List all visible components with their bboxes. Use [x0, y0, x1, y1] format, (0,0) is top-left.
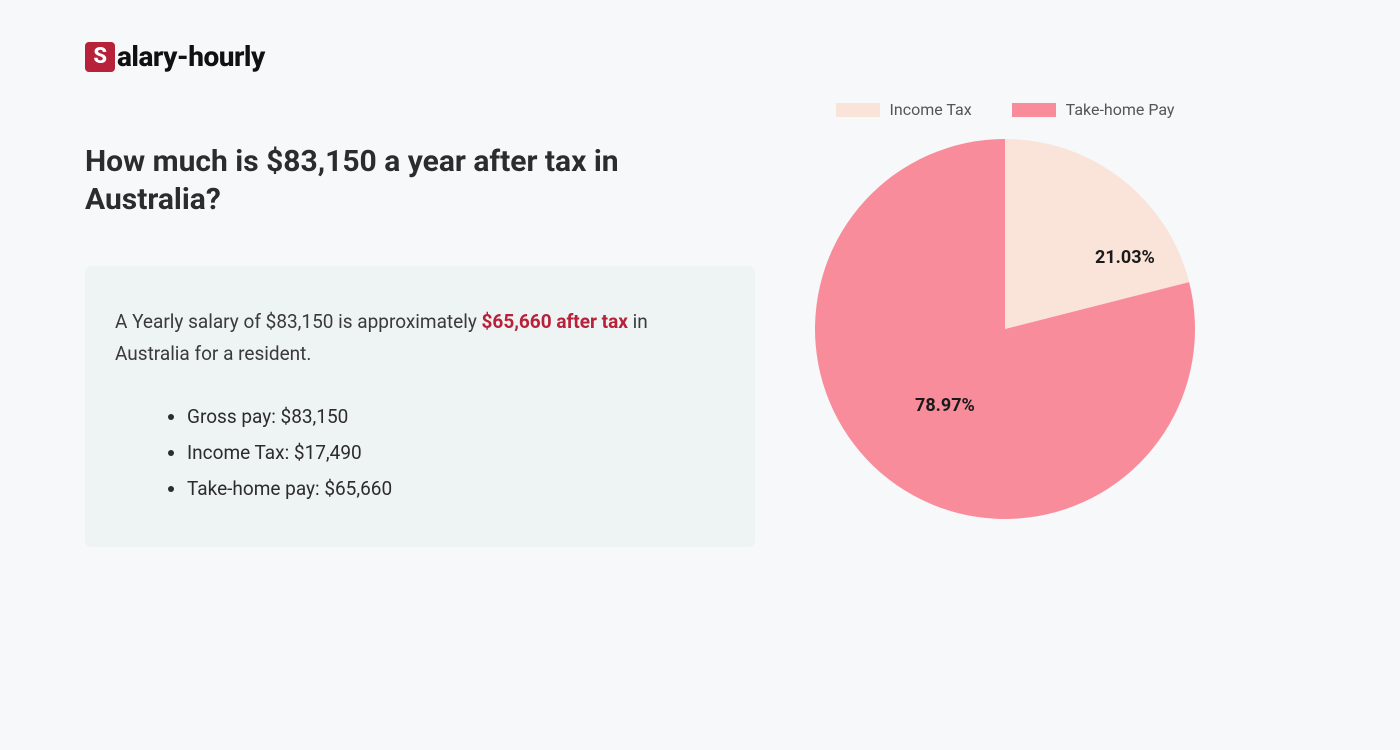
logo-badge-icon: S: [85, 42, 115, 72]
legend-item-take-home: Take-home Pay: [1012, 100, 1175, 119]
legend-label: Income Tax: [890, 100, 972, 119]
page-container: S alary-hourly How much is $83,150 a yea…: [0, 0, 1400, 587]
logo: S alary-hourly: [85, 40, 755, 73]
pie-chart: 21.03% 78.97%: [815, 139, 1195, 519]
summary-prefix: A Yearly salary of $83,150 is approximat…: [115, 310, 482, 333]
list-item: Take-home pay: $65,660: [187, 471, 725, 507]
list-item: Income Tax: $17,490: [187, 435, 725, 471]
page-title: How much is $83,150 a year after tax in …: [85, 143, 755, 218]
legend-item-income-tax: Income Tax: [836, 100, 972, 119]
list-item: Gross pay: $83,150: [187, 399, 725, 435]
left-column: S alary-hourly How much is $83,150 a yea…: [85, 40, 755, 547]
chart-legend: Income Tax Take-home Pay: [815, 100, 1195, 119]
pie-label-take-home: 78.97%: [915, 395, 975, 416]
right-column: Income Tax Take-home Pay 21.03% 78.97%: [815, 40, 1195, 547]
summary-box: A Yearly salary of $83,150 is approximat…: [85, 266, 755, 547]
legend-label: Take-home Pay: [1066, 100, 1175, 119]
bullet-list: Gross pay: $83,150 Income Tax: $17,490 T…: [115, 399, 725, 507]
summary-highlight: $65,660 after tax: [482, 310, 628, 333]
legend-swatch-icon: [1012, 103, 1056, 117]
pie-svg: [815, 139, 1195, 519]
summary-text: A Yearly salary of $83,150 is approximat…: [115, 306, 725, 371]
pie-label-income-tax: 21.03%: [1095, 247, 1155, 268]
legend-swatch-icon: [836, 103, 880, 117]
logo-text: alary-hourly: [117, 40, 265, 73]
